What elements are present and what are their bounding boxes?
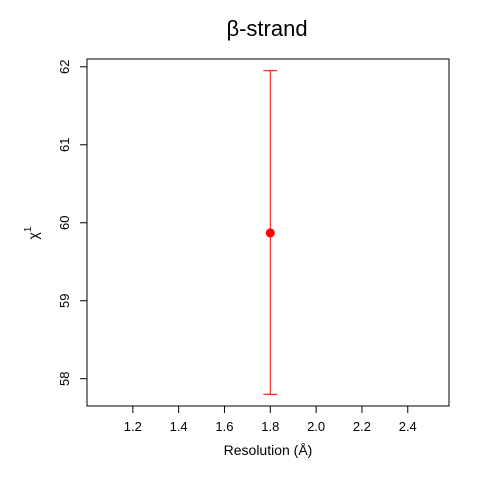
x-tick-label: 1.8 (261, 419, 279, 434)
y-axis: 58 59 60 61 62 (57, 60, 87, 386)
y-tick-label: 61 (57, 138, 72, 152)
plot-area-frame (86, 58, 450, 407)
y-tick-label: 59 (57, 293, 72, 307)
data-point (265, 228, 275, 238)
y-tick-label: 62 (57, 60, 72, 74)
x-tick-label: 2.2 (353, 419, 371, 434)
x-axis: 1.2 1.4 1.6 1.8 2.0 2.2 2.4 (124, 406, 417, 434)
x-tick-label: 2.0 (307, 419, 325, 434)
x-tick-label: 1.2 (124, 419, 142, 434)
chart-title: β-strand (226, 16, 307, 41)
x-tick-label: 1.4 (170, 419, 188, 434)
data-marks (263, 70, 278, 395)
y-tick-label: 58 (57, 371, 72, 385)
y-axis-title: χ1 (23, 226, 41, 239)
y-axis-title-superscript: 1 (23, 226, 34, 232)
y-tick-label: 60 (57, 216, 72, 230)
x-tick-label: 2.4 (399, 419, 417, 434)
y-axis-title-symbol: χ (25, 231, 41, 239)
x-axis-title: Resolution (Å) (224, 442, 313, 458)
x-tick-label: 1.6 (215, 419, 233, 434)
